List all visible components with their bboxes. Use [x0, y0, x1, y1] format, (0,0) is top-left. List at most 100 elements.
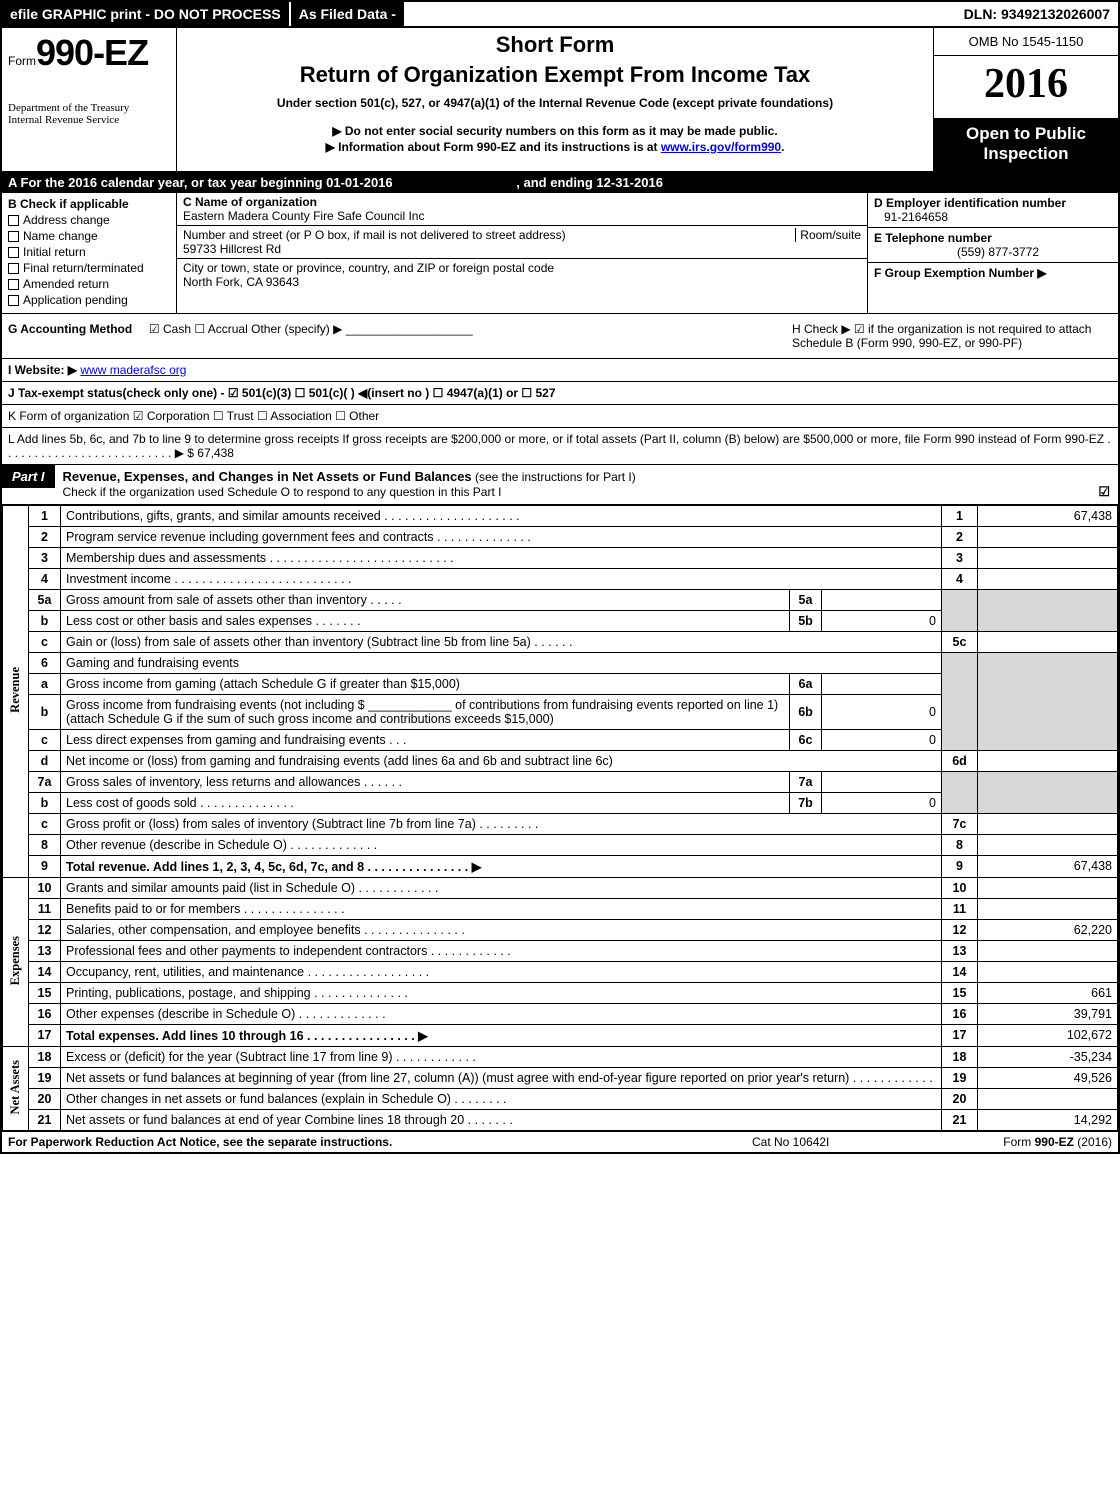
side-revenue: Revenue: [3, 505, 29, 877]
h-text: H Check ▶ ☑ if the organization is not r…: [792, 322, 1112, 350]
ln7a-desc: Gross sales of inventory, less returns a…: [61, 771, 790, 792]
ln19-no: 19: [29, 1067, 61, 1088]
ln18-desc: Excess or (deficit) for the year (Subtra…: [61, 1046, 942, 1067]
col-b: B Check if applicable Address change Nam…: [2, 193, 177, 313]
open-line2: Inspection: [983, 144, 1068, 163]
ln6c-mv: 0: [822, 729, 942, 750]
ln9-val: 67,438: [978, 855, 1118, 877]
ln19-cn: 19: [942, 1067, 978, 1088]
ln5a-mn: 5a: [790, 589, 822, 610]
g-label: G Accounting Method: [8, 322, 132, 336]
form-prefix: Form: [8, 54, 36, 68]
ln9-cn: 9: [942, 855, 978, 877]
c-label: C Name of organization: [183, 195, 317, 209]
ln16-no: 16: [29, 1003, 61, 1024]
dln-label: DLN: 93492132026007: [956, 2, 1118, 26]
ln6-no: 6: [29, 652, 61, 673]
chk-address[interactable]: Address change: [8, 213, 170, 227]
header-center: Short Form Return of Organization Exempt…: [177, 28, 933, 171]
ln14-desc: Occupancy, rent, utilities, and maintena…: [61, 961, 942, 982]
chk-final[interactable]: Final return/terminated: [8, 261, 170, 275]
ln7c-val: [978, 813, 1118, 834]
tax-year: 2016: [934, 56, 1118, 118]
part1-checkmark: ☑: [1098, 484, 1110, 500]
ln5b-no: b: [29, 610, 61, 631]
ln18-cn: 18: [942, 1046, 978, 1067]
ln6c-no: c: [29, 729, 61, 750]
ln5a-mv: [822, 589, 942, 610]
dept-treasury: Department of the Treasury: [8, 102, 170, 114]
section-bcd: B Check if applicable Address change Nam…: [2, 193, 1118, 314]
ln1-no: 1: [29, 505, 61, 526]
col-d: D Employer identification number 91-2164…: [868, 193, 1118, 313]
ln11-no: 11: [29, 898, 61, 919]
row-l: L Add lines 5b, 6c, and 7b to line 9 to …: [2, 428, 1118, 465]
ln5-shade-val: [978, 589, 1118, 631]
chk-initial[interactable]: Initial return: [8, 245, 170, 259]
irs-link[interactable]: www.irs.gov/form990: [661, 140, 781, 154]
side-expenses: Expenses: [3, 877, 29, 1046]
ln17-val: 102,672: [978, 1024, 1118, 1046]
ln4-no: 4: [29, 568, 61, 589]
ln5c-desc: Gain or (loss) from sale of assets other…: [61, 631, 942, 652]
ln17-desc: Total expenses. Add lines 10 through 16 …: [61, 1024, 942, 1046]
row-i: I Website: ▶ www maderafsc org: [2, 359, 1118, 382]
ln11-cn: 11: [942, 898, 978, 919]
ln14-cn: 14: [942, 961, 978, 982]
chk-pending[interactable]: Application pending: [8, 293, 170, 307]
chk-amended[interactable]: Amended return: [8, 277, 170, 291]
ln7a-no: 7a: [29, 771, 61, 792]
ln6d-desc: Net income or (loss) from gaming and fun…: [61, 750, 942, 771]
ln6d-cn: 6d: [942, 750, 978, 771]
ln15-val: 661: [978, 982, 1118, 1003]
chk-name[interactable]: Name change: [8, 229, 170, 243]
ln5c-val: [978, 631, 1118, 652]
ln6d-no: d: [29, 750, 61, 771]
ln6c-mn: 6c: [790, 729, 822, 750]
org-name: Eastern Madera County Fire Safe Council …: [183, 209, 424, 223]
city-label: City or town, state or province, country…: [183, 261, 554, 275]
ln10-cn: 10: [942, 877, 978, 898]
ln4-val: [978, 568, 1118, 589]
ln6a-no: a: [29, 673, 61, 694]
ln7a-mn: 7a: [790, 771, 822, 792]
ln20-no: 20: [29, 1088, 61, 1109]
website-link[interactable]: www maderafsc org: [80, 363, 186, 377]
ln21-val: 14,292: [978, 1109, 1118, 1130]
ln11-val: [978, 898, 1118, 919]
ln13-desc: Professional fees and other payments to …: [61, 940, 942, 961]
header-right: OMB No 1545-1150 2016 Open to Public Ins…: [933, 28, 1118, 171]
row-a-taxyear: A For the 2016 calendar year, or tax yea…: [2, 172, 1118, 193]
ln4-cn: 4: [942, 568, 978, 589]
ln12-desc: Salaries, other compensation, and employ…: [61, 919, 942, 940]
form-page: efile GRAPHIC print - DO NOT PROCESS As …: [0, 0, 1120, 1154]
footer-right: Form 990-EZ (2016): [952, 1135, 1112, 1149]
ln5a-desc: Gross amount from sale of assets other t…: [61, 589, 790, 610]
ein: 91-2164658: [874, 210, 1112, 224]
f-label: F Group Exemption Number ▶: [874, 266, 1047, 280]
notice-2: ▶ Information about Form 990-EZ and its …: [187, 140, 923, 154]
subtitle: Under section 501(c), 527, or 4947(a)(1)…: [187, 96, 923, 110]
ln17-no: 17: [29, 1024, 61, 1046]
room-label: Room/suite: [795, 228, 861, 242]
ln6-shade: [942, 652, 978, 750]
g-options: ☑ Cash ☐ Accrual Other (specify) ▶: [149, 322, 342, 336]
ln7c-cn: 7c: [942, 813, 978, 834]
efile-label: efile GRAPHIC print - DO NOT PROCESS: [2, 2, 289, 26]
ln16-val: 39,791: [978, 1003, 1118, 1024]
ln5b-mv: 0: [822, 610, 942, 631]
ln12-val: 62,220: [978, 919, 1118, 940]
ln3-cn: 3: [942, 547, 978, 568]
open-inspection: Open to Public Inspection: [934, 118, 1118, 171]
ln1-cn: 1: [942, 505, 978, 526]
ln6-desc: Gaming and fundraising events: [61, 652, 942, 673]
ln13-val: [978, 940, 1118, 961]
ln17-cn: 17: [942, 1024, 978, 1046]
b-label: B Check if applicable: [8, 197, 170, 211]
j-text: J Tax-exempt status(check only one) - ☑ …: [8, 386, 556, 400]
ln2-val: [978, 526, 1118, 547]
row-a-end: , and ending 12-31-2016: [516, 175, 663, 190]
ln8-desc: Other revenue (describe in Schedule O) .…: [61, 834, 942, 855]
ln16-desc: Other expenses (describe in Schedule O) …: [61, 1003, 942, 1024]
topbar: efile GRAPHIC print - DO NOT PROCESS As …: [2, 2, 1118, 28]
